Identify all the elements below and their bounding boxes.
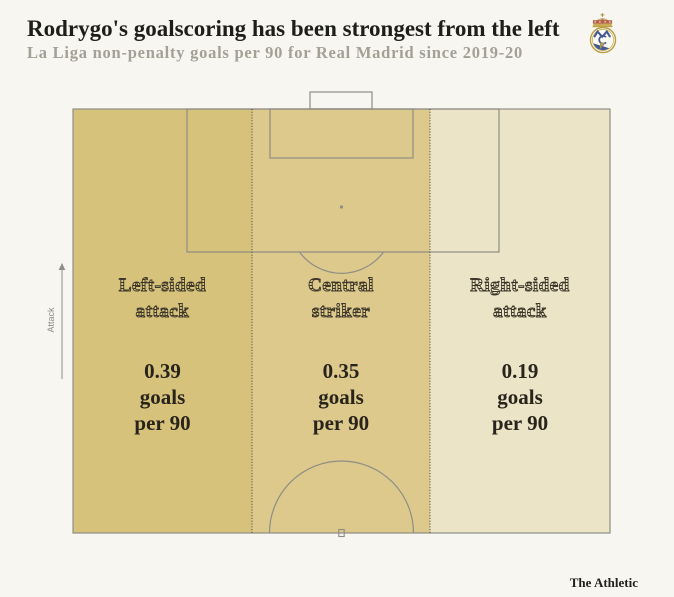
svg-text:Attack: Attack xyxy=(46,307,56,333)
